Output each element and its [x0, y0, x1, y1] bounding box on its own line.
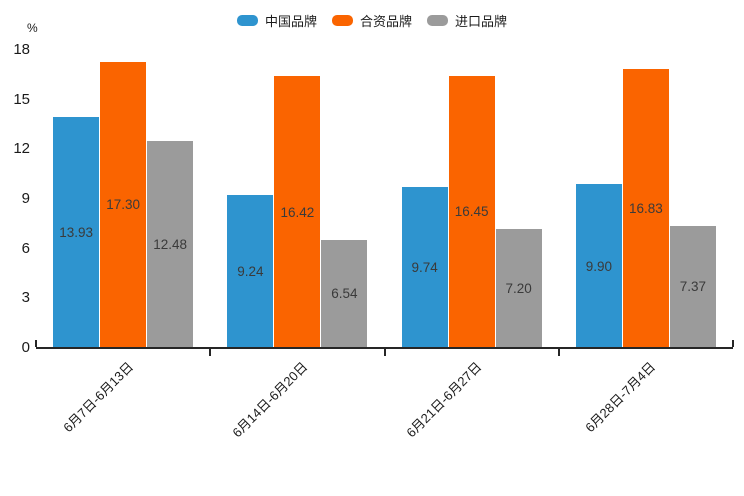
bar-s0-c3[interactable]: 9.90: [575, 184, 622, 348]
axis-boundary-tick: [557, 349, 560, 356]
bar-value-label: 9.74: [411, 259, 438, 275]
bar-value-label: 7.37: [679, 279, 707, 295]
bar-value-label: 9.24: [237, 264, 264, 279]
legend-swatch-icon: [331, 15, 353, 26]
bar-value-label: 16.42: [280, 204, 315, 220]
axis-end-cap: [35, 340, 37, 347]
x-tick-label: 6月7日-6月13日: [59, 359, 136, 436]
bar-s1-c1[interactable]: 16.42: [274, 76, 321, 348]
bar-s2-c1[interactable]: 6.54: [321, 239, 368, 348]
axis-boundary-tick: [383, 349, 386, 356]
axis-end-cap: [732, 340, 734, 347]
bar-s1-c0[interactable]: 17.30: [100, 61, 147, 348]
bar-s1-c2[interactable]: 16.45: [448, 75, 495, 348]
bar-s2-c2[interactable]: 7.20: [495, 228, 542, 348]
y-axis-unit-label: %: [27, 21, 38, 35]
y-tick-label: 9: [21, 190, 30, 207]
bar-s2-c0[interactable]: 12.48: [147, 141, 194, 348]
bar-value-label: 7.20: [505, 280, 532, 296]
bar-s0-c0[interactable]: 13.93: [53, 117, 100, 348]
y-tick-label: 12: [13, 140, 30, 158]
y-tick-label: 18: [13, 41, 30, 58]
legend-swatch-icon: [236, 15, 258, 26]
bar-s0-c2[interactable]: 9.74: [401, 186, 448, 348]
bar-s0-c1[interactable]: 9.24: [227, 195, 274, 348]
x-tick-label: 6月21日-6月27日: [403, 359, 485, 441]
bar-value-label: 17.30: [106, 197, 141, 213]
legend-item-1[interactable]: 合资品牌: [331, 11, 412, 30]
bar-value-label: 16.45: [454, 204, 489, 220]
y-tick-label: 6: [21, 239, 30, 257]
legend-item-label: 中国品牌: [264, 14, 317, 29]
y-tick-label: 15: [13, 90, 30, 108]
x-tick-label: 6月28日-7月4日: [582, 359, 659, 436]
x-tick-label: 6月14日-6月20日: [228, 359, 311, 441]
bar-value-label: 13.93: [59, 225, 94, 241]
y-tick-label: 0: [21, 339, 30, 356]
legend-swatch-icon: [427, 15, 448, 26]
bar-s1-c3[interactable]: 16.83: [622, 69, 669, 348]
bar-value-label: 16.83: [628, 201, 663, 217]
legend-item-label: 进口品牌: [455, 14, 508, 29]
legend-item-0[interactable]: 中国品牌: [236, 11, 317, 30]
bar-value-label: 9.90: [585, 258, 613, 274]
bar-value-label: 6.54: [331, 286, 358, 302]
axis-boundary-tick: [209, 349, 212, 356]
bar-s2-c3[interactable]: 7.37: [669, 225, 716, 348]
x-axis-line: [36, 347, 733, 349]
legend-item-label: 合资品牌: [359, 14, 412, 29]
bar-value-label: 12.48: [153, 237, 188, 253]
legend: 中国品牌 合资品牌 进口品牌: [0, 11, 744, 30]
y-tick-label: 3: [21, 289, 30, 307]
legend-item-2[interactable]: 进口品牌: [427, 11, 507, 30]
